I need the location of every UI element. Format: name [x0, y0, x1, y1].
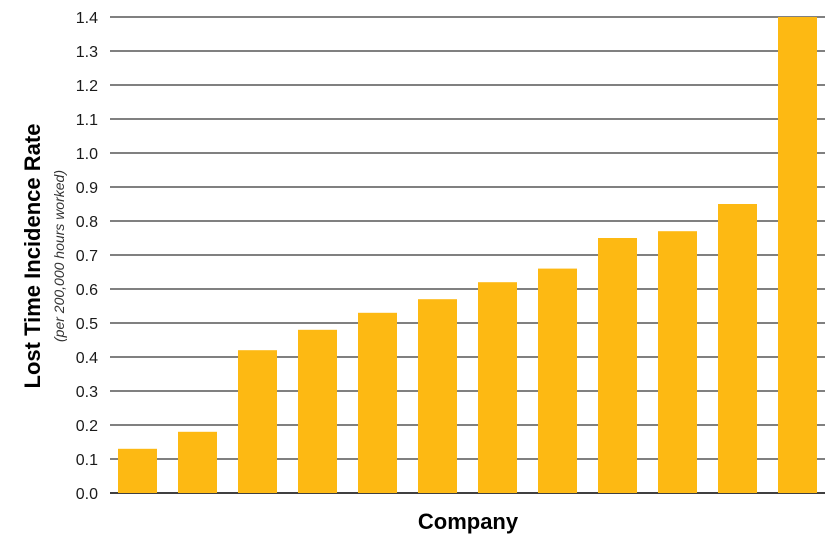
y-tick-label: 1.0: [76, 146, 98, 163]
y-tick-label: 0.8: [76, 214, 98, 231]
y-tick-label: 1.2: [76, 78, 98, 95]
bars: [118, 17, 817, 493]
y-tick-label: 1.3: [76, 44, 98, 61]
bar: [298, 329, 337, 493]
y-tick-label: 1.4: [76, 10, 98, 27]
bar: [238, 350, 277, 493]
y-axis-subtitle: (per 200,000 hours worked): [51, 170, 67, 342]
y-tick-label: 0.0: [76, 486, 98, 503]
y-tick-label: 0.5: [76, 316, 98, 333]
y-tick-label: 0.2: [76, 418, 98, 435]
y-tick-label: 0.7: [76, 248, 98, 265]
y-tick-label: 0.1: [76, 452, 98, 469]
y-tick-label: 0.4: [76, 350, 98, 367]
y-tick-labels: 0.0 0.1 0.2 0.3 0.4 0.5 0.6 0.7 0.8 0.9 1.0 1.1 1.2 1…: [76, 10, 98, 503]
y-axis-title: Lost Time Incidence Rate: [20, 124, 45, 389]
bar: [598, 238, 637, 493]
y-tick-label: 1.1: [76, 112, 98, 129]
bar: [658, 231, 697, 493]
bar: [418, 299, 457, 493]
bar: [118, 448, 157, 493]
bar: [538, 268, 577, 493]
x-axis-title: Company: [418, 509, 519, 534]
y-tick-label: 0.3: [76, 384, 98, 401]
y-tick-label: 0.6: [76, 282, 98, 299]
gridlines: [110, 16, 825, 494]
bar: [778, 17, 817, 493]
y-tick-label: 0.9: [76, 180, 98, 197]
bar: [478, 282, 517, 493]
bar: [358, 312, 397, 493]
bar: [718, 204, 757, 493]
bar: [178, 431, 217, 493]
